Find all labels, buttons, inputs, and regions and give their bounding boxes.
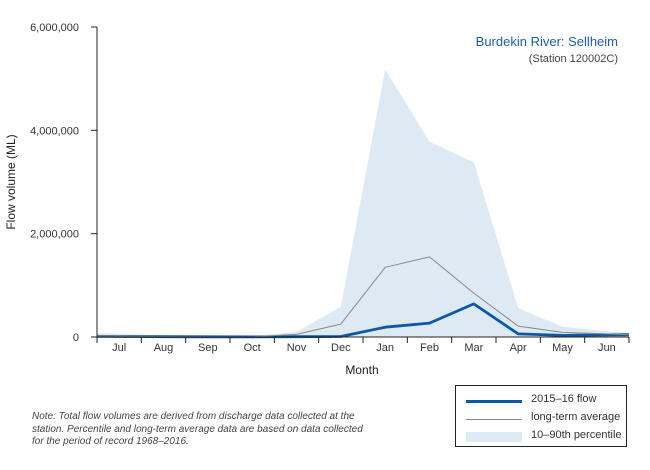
y-tick-label: 6,000,000 (30, 22, 79, 34)
chart-title: Burdekin River: Sellheim (476, 34, 618, 49)
chart-note: Note: Total flow volumes are derived fro… (32, 411, 363, 447)
x-tick-label: Sep (198, 342, 218, 354)
legend-swatch-flow (466, 400, 522, 403)
x-tick-label: Nov (287, 342, 307, 354)
x-tick-label: Jul (112, 342, 126, 354)
legend-item-flow: 2015–16 flow (456, 392, 626, 410)
legend-swatch-average (466, 419, 522, 420)
legend-label-flow: 2015–16 flow (531, 393, 597, 405)
legend-swatch-percentile (466, 432, 522, 442)
legend-item-percentile: 10–90th percentile (456, 428, 626, 446)
x-axis-title: Month (345, 363, 378, 377)
x-tick-label: Jan (376, 342, 394, 354)
x-tick-label: Aug (154, 342, 174, 354)
legend-label-average: long-term average (531, 411, 621, 423)
x-tick-label: Apr (510, 342, 527, 354)
axis-layer: 0 2,000,000 4,000,000 6,000,000 Jul Aug Sep Oct… (30, 22, 630, 354)
legend-item-average: long-term average (456, 410, 626, 428)
legend: 2015–16 flow long-term average 10–90th p… (455, 385, 627, 447)
x-tick-label: Oct (244, 342, 261, 354)
x-tick-label: Feb (420, 342, 439, 354)
percentile-band (97, 69, 629, 338)
x-tick-label: May (552, 342, 573, 354)
x-tick-label: Mar (464, 342, 483, 354)
percentile-band-layer (97, 69, 629, 338)
y-tick-label: 4,000,000 (30, 125, 79, 137)
y-tick-label: 2,000,000 (30, 229, 79, 241)
x-tick-label: Jun (598, 342, 616, 354)
y-tick-label: 0 (73, 332, 79, 344)
legend-label-percentile: 10–90th percentile (531, 429, 622, 441)
x-tick-label: Dec (331, 342, 351, 354)
y-axis-title: Flow volume (ML) (4, 134, 18, 229)
chart-subtitle: (Station 120002C) (529, 53, 618, 65)
